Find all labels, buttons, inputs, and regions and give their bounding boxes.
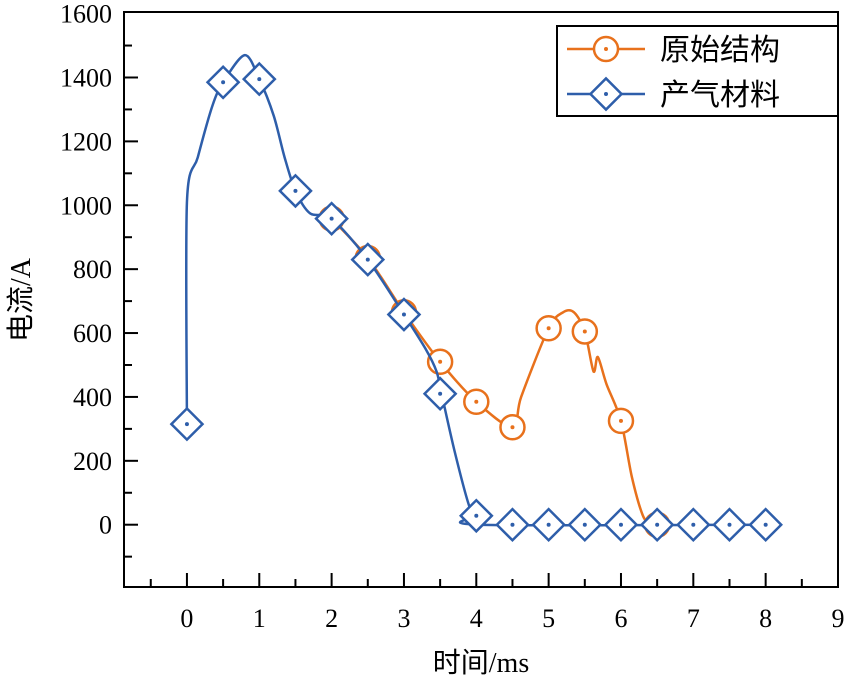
y-tick-label: 1400: [60, 63, 112, 92]
data-point: [350, 242, 386, 277]
legend-label: 产气材料: [660, 79, 780, 112]
data-point: [495, 507, 530, 543]
data-point: [422, 376, 458, 412]
marker-center-dot: [401, 312, 406, 317]
data-point: [205, 64, 241, 100]
marker-center-dot: [257, 77, 262, 82]
data-point: [463, 388, 490, 415]
x-tick-label: 8: [759, 604, 772, 633]
x-tick-label: 3: [397, 604, 410, 633]
y-tick-label: 400: [73, 383, 112, 412]
axes: 0 200 400 600 800 1000 1200 1400 1600 0 1 2 3 4 5 6 7 8 9: [60, 0, 845, 633]
marker-center-dot: [618, 522, 623, 527]
data-point: [748, 507, 783, 543]
marker-center-dot: [438, 391, 443, 396]
marker-center-dot: [474, 513, 479, 518]
y-tick-label: 0: [99, 511, 112, 540]
data-point: [278, 173, 313, 209]
data-point: [567, 507, 603, 543]
marker-center-dot: [184, 422, 189, 427]
data-point: [386, 297, 422, 332]
series-gas-producing-material: [169, 53, 783, 543]
x-tick-label: 0: [180, 604, 193, 633]
marker-center-dot: [546, 326, 551, 331]
x-tick-label: 2: [325, 604, 338, 633]
marker-center-dot: [618, 418, 623, 423]
y-tick-label: 600: [73, 319, 112, 348]
marker-center-dot: [438, 359, 443, 364]
marker-center-dot: [582, 522, 587, 527]
marker-center-dot: [365, 257, 370, 262]
data-point: [314, 201, 349, 237]
x-tick-label: 4: [470, 604, 483, 633]
data-point: [675, 507, 711, 543]
marker-center-dot: [763, 522, 768, 527]
data-point: [535, 315, 562, 342]
x-axis-label: 时间/ms: [433, 647, 529, 679]
data-point: [639, 507, 675, 543]
data-point: [499, 414, 526, 441]
marker-center-dot: [655, 522, 660, 527]
marker-center-dot: [293, 188, 298, 193]
y-axis-label: 电流/A: [5, 257, 37, 342]
y-tick-label: 1000: [60, 191, 112, 220]
marker-center-dot: [604, 47, 608, 51]
y-tick-label: 1600: [60, 0, 112, 29]
legend-item: 产气材料: [567, 76, 780, 112]
marker-center-dot: [582, 329, 587, 334]
y-tick-label: 1200: [60, 127, 112, 156]
series-layer: [169, 53, 783, 543]
x-tick-label: 6: [614, 604, 627, 633]
data-point: [607, 407, 635, 435]
series-line: [184, 53, 766, 527]
series-line: [330, 217, 658, 526]
marker-center-dot: [474, 399, 479, 404]
x-tick-label: 7: [687, 604, 700, 633]
data-point: [603, 507, 639, 543]
legend-label: 原始结构: [660, 34, 780, 67]
y-tick-label: 200: [73, 447, 112, 476]
data-point: [571, 318, 599, 345]
marker-center-dot: [546, 522, 551, 527]
marker-center-dot: [510, 425, 515, 430]
marker-center-dot: [221, 80, 226, 85]
x-tick-label: 9: [832, 604, 845, 633]
marker-center-dot: [329, 216, 334, 221]
marker-center-dot: [604, 92, 608, 96]
y-tick-label: 800: [73, 255, 112, 284]
data-point: [712, 507, 747, 543]
data-point: [241, 61, 277, 97]
data-point: [169, 406, 205, 442]
x-tick-label: 1: [253, 604, 266, 633]
marker-center-dot: [691, 522, 696, 527]
x-tick-label: 5: [542, 604, 555, 633]
marker-center-dot: [510, 522, 515, 527]
marker-center-dot: [727, 522, 732, 527]
plot-frame: [123, 11, 839, 588]
data-point: [531, 507, 566, 543]
data-point: [458, 498, 494, 534]
legend-item: 原始结构: [567, 34, 780, 67]
